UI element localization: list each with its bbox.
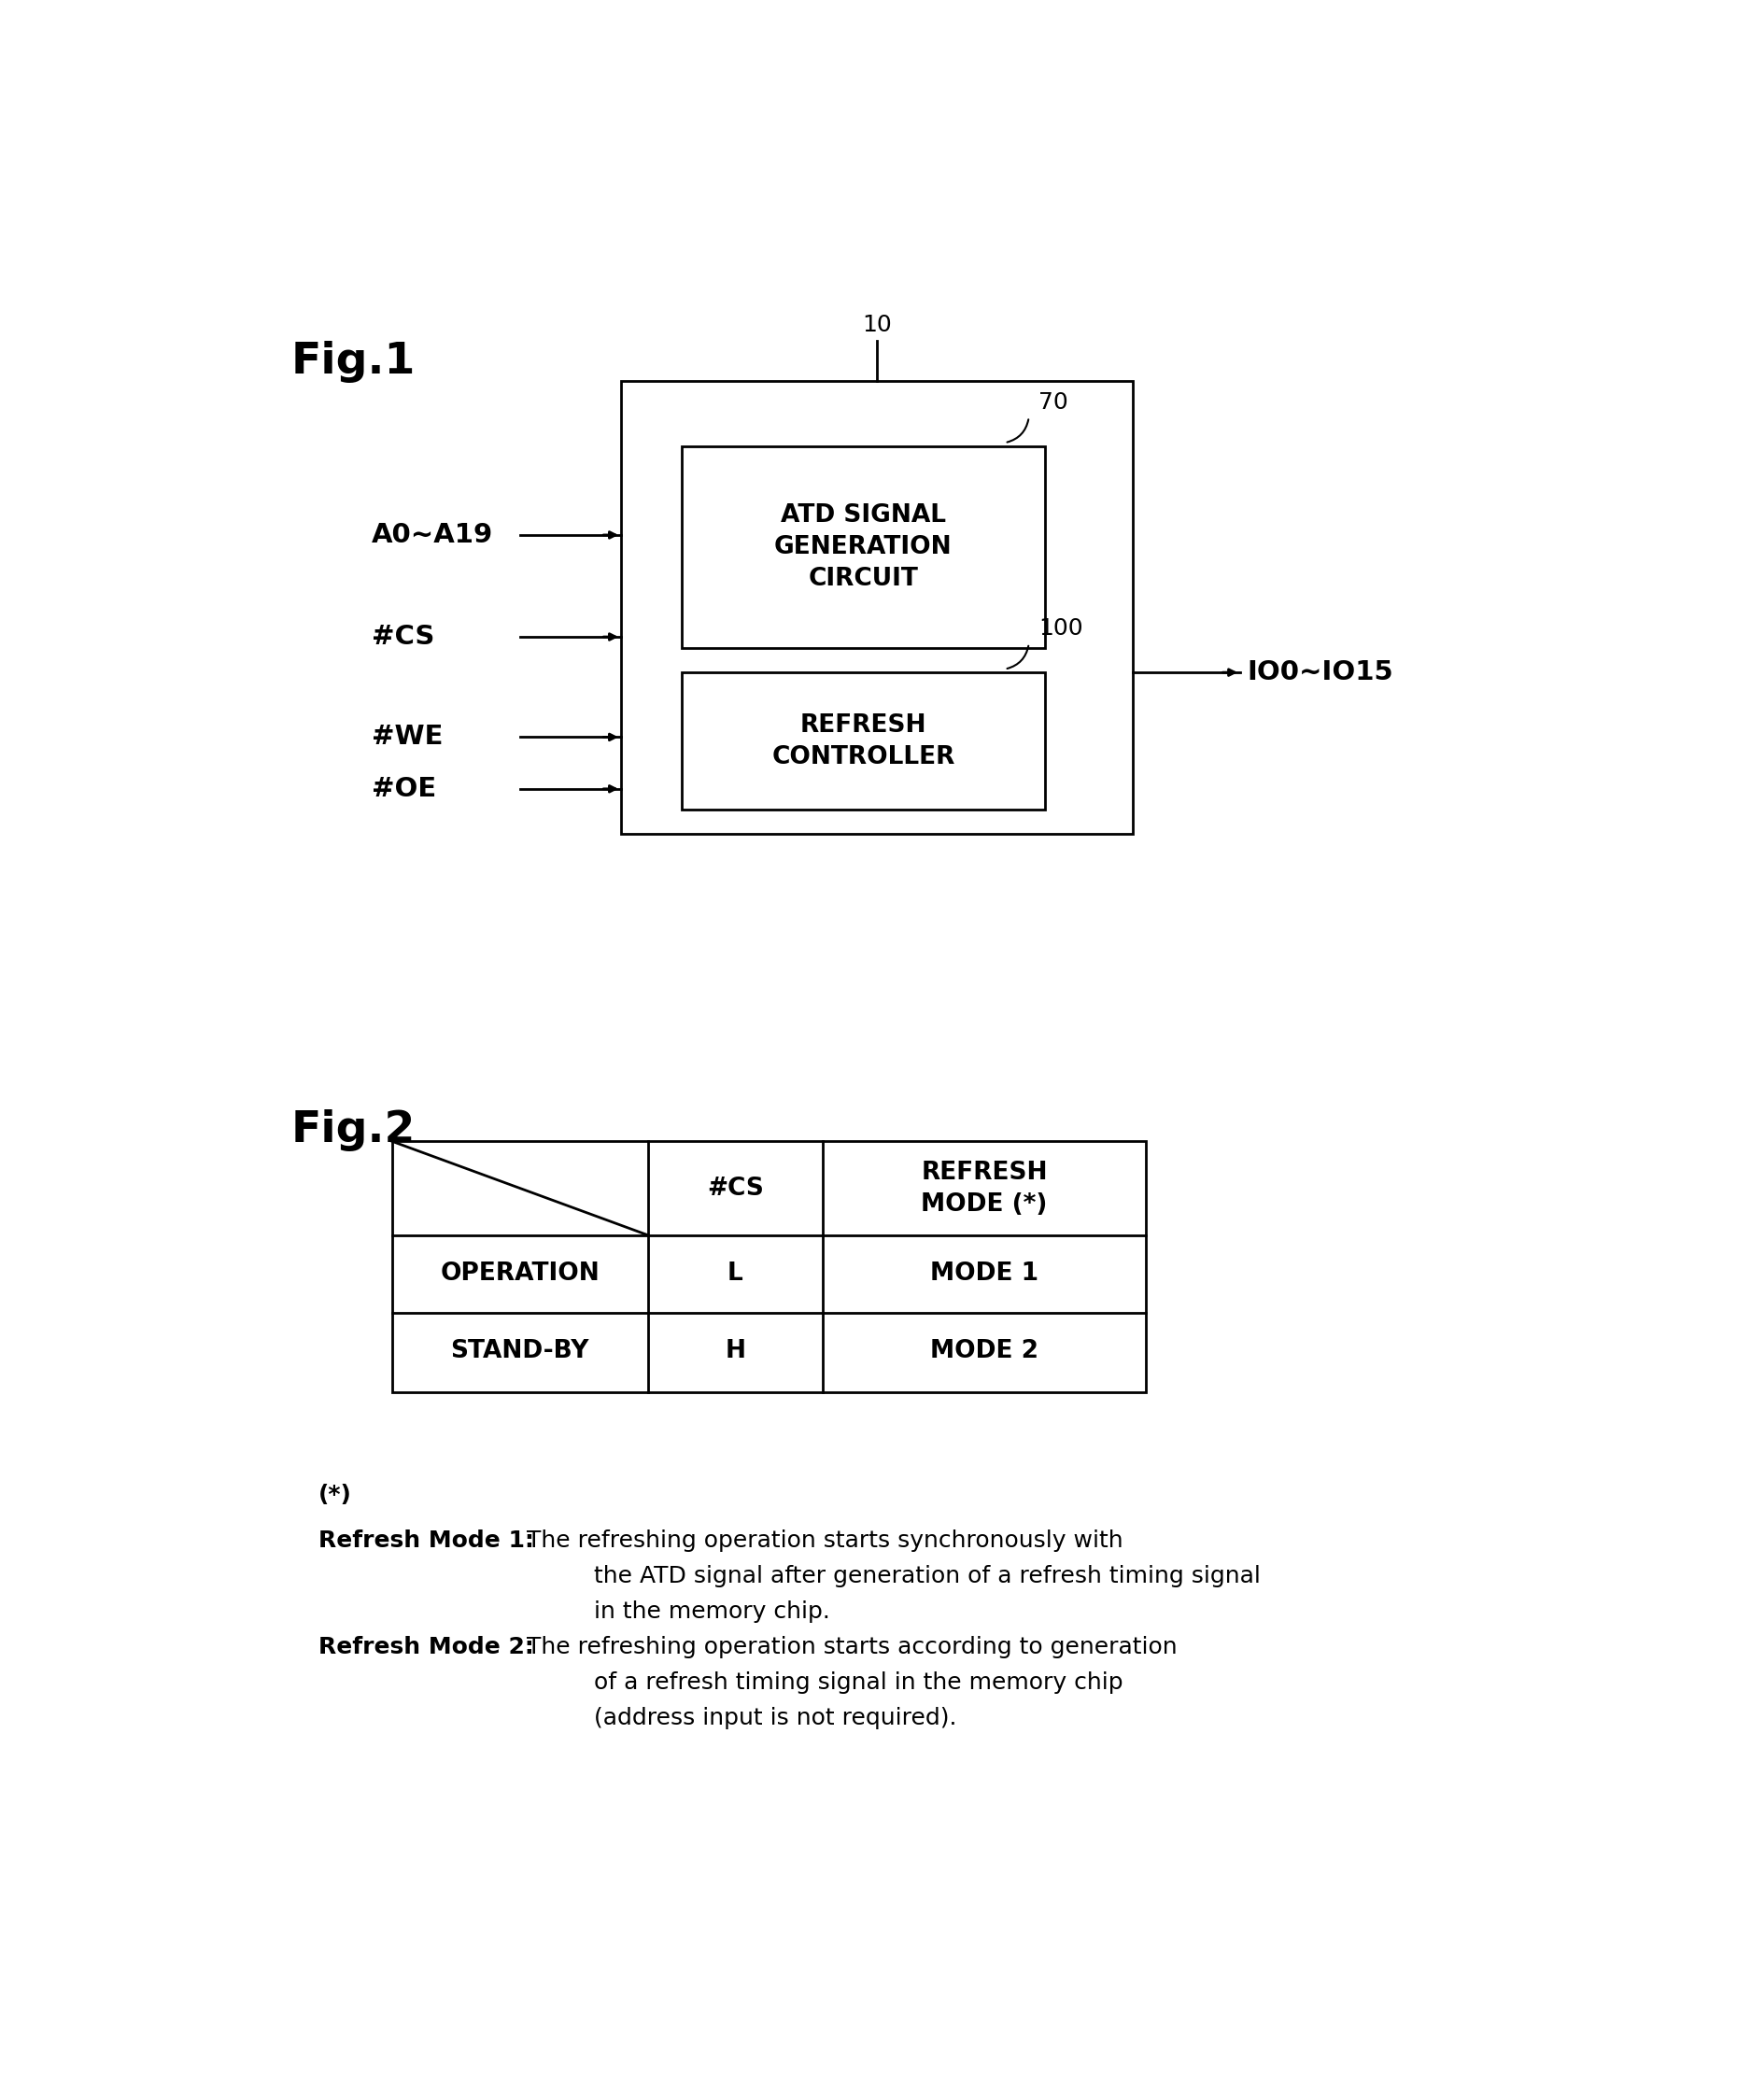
Text: The refreshing operation starts according to generation: The refreshing operation starts accordin… [526,1636,1178,1659]
Text: Fig.2: Fig.2 [292,1109,415,1151]
Text: Fig.1: Fig.1 [292,340,415,382]
Text: 100: 100 [1039,617,1082,640]
Text: in the memory chip.: in the memory chip. [594,1600,830,1623]
Text: Refresh Mode 2:: Refresh Mode 2: [318,1636,542,1659]
Bar [681,445,1046,649]
Text: 10: 10 [862,313,891,336]
Text: of a refresh timing signal in the memory chip: of a refresh timing signal in the memory… [594,1672,1124,1695]
Text: ATD SIGNAL
GENERATION
CIRCUIT: ATD SIGNAL GENERATION CIRCUIT [775,504,952,590]
Text: REFRESH
CONTROLLER: REFRESH CONTROLLER [771,714,955,769]
Text: #OE: #OE [372,775,436,802]
Bar [393,1142,1146,1392]
Text: MODE 1: MODE 1 [931,1262,1039,1285]
Text: #CS: #CS [372,624,434,649]
Text: L: L [728,1262,743,1285]
Text: OPERATION: OPERATION [439,1262,599,1285]
Text: MODE 2: MODE 2 [931,1340,1039,1363]
Text: #CS: #CS [707,1176,764,1201]
Text: the ATD signal after generation of a refresh timing signal: the ATD signal after generation of a ref… [594,1564,1261,1588]
Text: IO0~IO15: IO0~IO15 [1247,659,1393,685]
Text: STAND-BY: STAND-BY [450,1340,589,1363]
Text: #WE: #WE [372,724,443,750]
Text: (address input is not required).: (address input is not required). [594,1707,957,1730]
Bar [681,672,1046,811]
Text: H: H [724,1340,745,1363]
Text: Refresh Mode 1:: Refresh Mode 1: [318,1529,542,1552]
Text: 70: 70 [1039,391,1068,414]
Text: REFRESH
MODE (*): REFRESH MODE (*) [921,1159,1047,1216]
Text: (*): (*) [318,1485,351,1506]
Text: A0~A19: A0~A19 [372,523,493,548]
Bar [620,382,1133,834]
Text: The refreshing operation starts synchronously with: The refreshing operation starts synchron… [526,1529,1124,1552]
